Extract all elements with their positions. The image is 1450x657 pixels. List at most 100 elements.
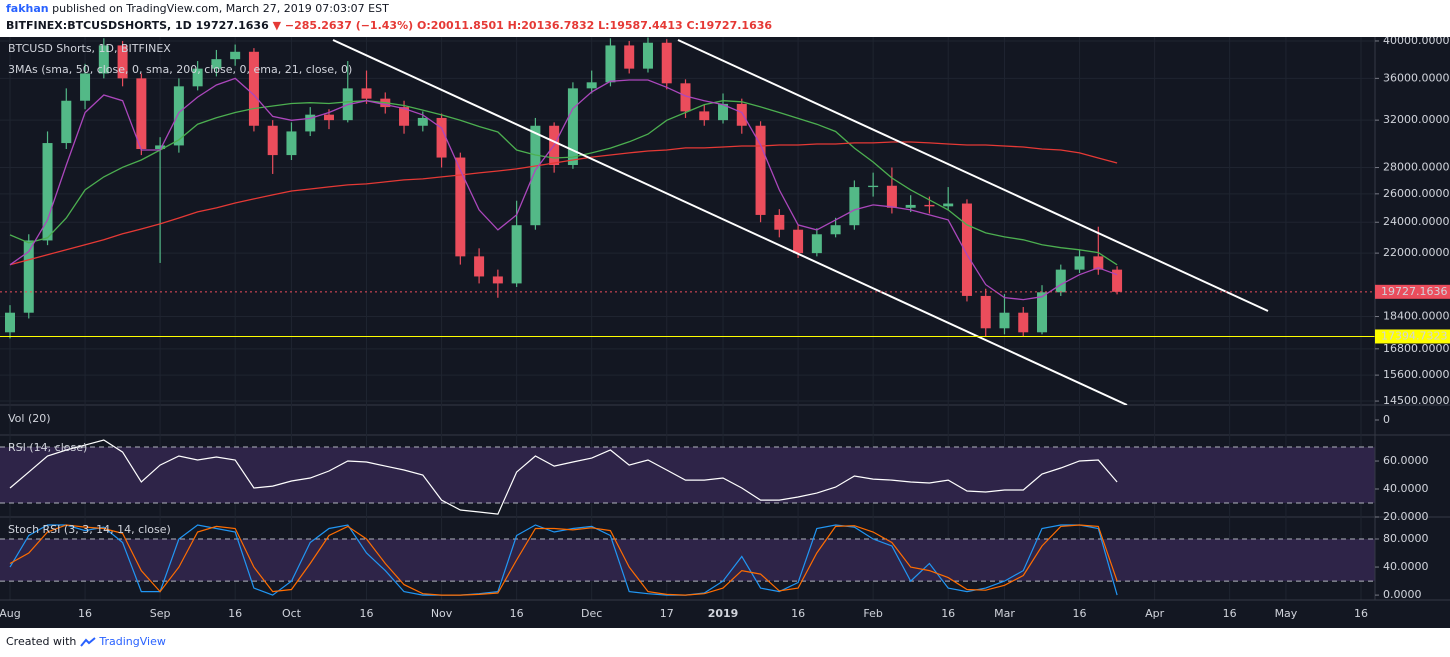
series-line xyxy=(9,77,1118,301)
x-tick-label: 16 xyxy=(791,607,805,620)
band xyxy=(0,447,1375,504)
candle-body xyxy=(5,312,15,333)
backgrounds xyxy=(0,37,1450,600)
x-tick-label: 16 xyxy=(510,607,524,620)
candle-body xyxy=(642,42,653,69)
candle-body xyxy=(80,73,91,101)
candle-body xyxy=(211,59,222,69)
candle-body xyxy=(830,225,841,235)
y-tick-label: 14500.0000 xyxy=(1383,394,1449,407)
series-line xyxy=(9,141,1118,266)
x-tick-label: 16 xyxy=(228,607,242,620)
change: −285.2637 (−1.43%) xyxy=(284,19,414,32)
candle-body xyxy=(173,86,184,146)
y-tick-label: 15600.0000 xyxy=(1383,368,1449,381)
candle-body xyxy=(999,312,1010,329)
band xyxy=(0,539,1375,582)
x-tick-label: 16 xyxy=(1354,607,1368,620)
candle-body xyxy=(680,83,691,112)
y-tick-label: 36000.0000 xyxy=(1383,71,1449,84)
series-line xyxy=(9,524,1118,596)
series-line xyxy=(9,100,1118,266)
brand-logo xyxy=(80,637,96,647)
header: fakhan published on TradingView.com, Mar… xyxy=(0,0,1450,37)
candle-body xyxy=(943,203,954,207)
candle-body xyxy=(774,214,785,230)
x-tick-label: 16 xyxy=(78,607,92,620)
y-tick-label: 0 xyxy=(1383,413,1390,426)
candle-body xyxy=(511,225,522,284)
candle-body xyxy=(1112,269,1123,292)
candle-body xyxy=(192,68,203,87)
candle-body xyxy=(117,45,128,79)
open: O:20011.8501 xyxy=(416,19,504,32)
published: published on TradingView.com, March 27, … xyxy=(52,2,389,15)
indicator-plots xyxy=(0,439,1375,596)
candle-body xyxy=(755,125,766,215)
candle-body xyxy=(567,88,578,166)
candle-body xyxy=(718,103,729,121)
candle-body xyxy=(1093,256,1104,270)
trend-line xyxy=(677,39,1269,312)
candle-body xyxy=(474,256,485,277)
x-tick-label: Mar xyxy=(994,607,1015,620)
y-tick-label: 24000.0000 xyxy=(1383,215,1449,228)
candle-body xyxy=(1018,312,1029,333)
y-tick-label: 80.0000 xyxy=(1383,532,1429,545)
drawings xyxy=(0,39,1375,405)
candle-body xyxy=(1074,256,1085,270)
x-tick-label: Nov xyxy=(431,607,453,620)
down-arrow: ▼ xyxy=(272,19,282,32)
series-line xyxy=(9,524,1118,596)
candle-body xyxy=(699,111,710,121)
labels: Aug 16 Sep 16 Oct 16 Nov 16 Dec 17 2019 16 Feb 16 Mar 1… xyxy=(0,37,1450,620)
y-tick-label: 22000.0000 xyxy=(1383,246,1449,259)
axes xyxy=(0,37,1450,601)
x-tick-label: Sep xyxy=(150,607,171,620)
chart-background xyxy=(0,37,1450,628)
candle-body xyxy=(230,51,241,60)
last-price: 19727.1636 xyxy=(195,19,269,32)
price-label: 17394.7323 xyxy=(1381,329,1447,342)
x-tick-label: Dec xyxy=(581,607,602,620)
candle-body xyxy=(736,103,747,126)
candle-body xyxy=(868,185,879,188)
created-text: Created with xyxy=(6,635,77,648)
candle-body xyxy=(436,117,447,158)
price-label: 19727.1636 xyxy=(1381,285,1447,298)
y-tick-label: 40000.0000 xyxy=(1383,37,1449,47)
candle-body xyxy=(980,295,991,329)
candle-body xyxy=(811,234,822,254)
y-tick-label: 28000.0000 xyxy=(1383,161,1449,174)
publish-info: fakhan published on TradingView.com, Mar… xyxy=(6,2,389,15)
trend-line xyxy=(332,39,1128,405)
candle-body xyxy=(605,45,616,83)
candle-body xyxy=(624,45,635,69)
price-label-bg xyxy=(1375,284,1450,299)
y-tick-label: 32000.0000 xyxy=(1383,113,1449,126)
x-tick-label: Oct xyxy=(282,607,302,620)
chart-title: BTCUSD Shorts, 1D, BITFINEX xyxy=(8,42,171,55)
symbol-info: BITFINEX:BTCUSDSHORTS, 1D 19727.1636 ▼ −… xyxy=(6,19,772,32)
candle-body xyxy=(886,185,897,208)
low: L:19587.4413 xyxy=(598,19,683,32)
candle-body xyxy=(23,240,34,313)
symbol: BITFINEX:BTCUSDSHORTS, 1D xyxy=(6,19,192,32)
candle-body xyxy=(586,82,597,89)
candle-body xyxy=(492,276,503,284)
candle-body xyxy=(155,145,166,150)
candle-body xyxy=(924,204,935,207)
candle-body xyxy=(305,114,316,132)
pane-title: Stoch RSI (3, 3, 14, 14, close) xyxy=(8,523,171,536)
candle-body xyxy=(98,45,109,74)
y-tick-label: 40.0000 xyxy=(1383,560,1429,573)
indicator-title: 3MAs (sma, 50, close, 0, sma, 200, close… xyxy=(8,63,352,76)
x-tick-label: May xyxy=(1275,607,1298,620)
candle-body xyxy=(61,100,72,144)
candle-body xyxy=(399,107,410,126)
y-tick-label: 18400.0000 xyxy=(1383,310,1449,323)
candle-body xyxy=(905,204,916,208)
candle-body xyxy=(1055,269,1066,293)
author[interactable]: fakhan xyxy=(6,2,49,15)
brand[interactable]: TradingView xyxy=(99,635,166,648)
